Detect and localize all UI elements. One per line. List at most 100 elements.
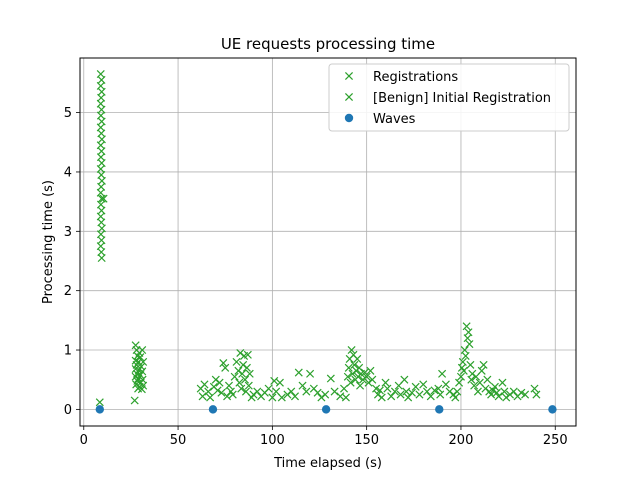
x-marker-stroke — [498, 378, 507, 387]
benign-initial-registration-point — [230, 372, 239, 381]
x-marker-stroke — [131, 356, 140, 365]
x-marker-stroke — [479, 360, 488, 369]
benign-initial-registration-point — [404, 393, 413, 402]
x-marker-stroke — [509, 387, 518, 396]
benign-initial-registration-point — [353, 354, 362, 363]
benign-initial-registration-point — [138, 346, 147, 355]
benign-initial-registration-point — [341, 393, 350, 402]
benign-initial-registration-point — [228, 390, 237, 399]
benign-initial-registration-point — [419, 380, 428, 389]
x-marker-stroke — [97, 147, 106, 156]
benign-initial-registration-point — [240, 375, 250, 384]
x-marker-stroke — [97, 105, 106, 114]
x-marker-stroke — [383, 384, 392, 393]
registrations-point — [95, 398, 104, 407]
benign-initial-registration-point — [473, 387, 482, 396]
x-marker-stroke — [344, 71, 354, 81]
x-marker-stroke — [456, 372, 465, 381]
x-marker-stroke — [243, 350, 252, 359]
x-marker-stroke — [459, 366, 468, 375]
benign-initial-registration-point — [532, 390, 541, 399]
benign-initial-registration-point — [490, 382, 499, 391]
benign-initial-registration-point — [268, 393, 277, 402]
x-tick-label: 200 — [449, 433, 474, 448]
benign-initial-registration-point — [244, 381, 253, 390]
benign-initial-registration-point — [223, 392, 232, 401]
benign-initial-registration-point — [344, 363, 353, 372]
benign-initial-registration-point — [356, 381, 365, 390]
benign-initial-registration-point — [298, 381, 307, 390]
x-marker-stroke — [219, 359, 228, 368]
x-marker-stroke — [532, 390, 541, 399]
benign-initial-registration-point — [137, 362, 146, 371]
x-marker-stroke — [272, 387, 281, 396]
x-marker-stroke — [134, 384, 143, 393]
x-marker-stroke — [463, 334, 472, 343]
x-marker-stroke — [464, 328, 473, 337]
x-marker-stroke — [294, 368, 303, 377]
benign-initial-registration-point — [264, 384, 273, 393]
benign-initial-registration-point — [198, 392, 207, 401]
x-marker-stroke — [453, 387, 462, 396]
x-marker-stroke — [232, 357, 241, 366]
x-marker-stroke — [326, 374, 335, 383]
x-marker-stroke — [457, 363, 466, 372]
benign-initial-registration-point — [350, 360, 359, 369]
x-tick-label: 50 — [170, 433, 187, 448]
axis-ticks: 0 50 100 150 200 250 0 1 2 3 4 5 — [64, 106, 568, 448]
x-marker-stroke — [131, 372, 140, 381]
benign-initial-registration-point — [219, 359, 228, 368]
x-marker-stroke — [302, 387, 311, 396]
benign-initial-registration-point — [131, 341, 140, 350]
x-marker-stroke — [138, 346, 147, 355]
benign-initial-registration-point — [139, 357, 148, 366]
benign-initial-registration-point — [426, 392, 435, 401]
x-marker-stroke — [134, 374, 143, 383]
x-marker-stroke — [228, 390, 237, 399]
benign-initial-registration-point — [294, 368, 303, 377]
x-marker-stroke — [242, 363, 251, 372]
x-tick-label: 100 — [260, 433, 285, 448]
benign-initial-registration-point — [422, 387, 432, 396]
x-marker-stroke — [490, 382, 499, 391]
benign-initial-registration-point — [99, 194, 108, 203]
x-marker-stroke — [487, 390, 496, 399]
x-marker-stroke — [238, 369, 247, 378]
x-tick-label: 150 — [354, 433, 379, 448]
benign-initial-registration-point — [326, 374, 335, 383]
benign-initial-registration-point — [375, 386, 384, 395]
x-marker-stroke — [97, 254, 106, 263]
x-marker-stroke — [130, 396, 139, 405]
benign-initial-registration-point — [434, 384, 443, 393]
benign-initial-registration-point — [470, 381, 479, 390]
data-points — [95, 70, 557, 414]
benign-initial-registration-point — [494, 392, 503, 401]
x-marker-stroke — [368, 375, 377, 384]
x-marker-stroke — [97, 93, 106, 102]
x-marker-stroke — [277, 393, 286, 402]
x-marker-stroke — [483, 375, 492, 384]
benign-initial-registration-point — [383, 384, 392, 393]
benign-initial-registration-point — [253, 387, 262, 396]
x-marker-stroke — [381, 378, 390, 387]
benign-initial-registration-point — [132, 380, 141, 389]
x-marker-stroke — [209, 382, 218, 391]
x-marker-stroke — [139, 357, 148, 366]
x-marker-stroke — [253, 387, 262, 396]
x-marker-stroke — [99, 194, 108, 203]
benign-initial-registration-point — [242, 363, 251, 372]
registrations-point — [130, 396, 139, 405]
x-marker-stroke — [362, 372, 371, 381]
x-marker-stroke — [353, 354, 362, 363]
benign-initial-registration-point — [217, 388, 226, 397]
benign-initial-registration-point — [458, 357, 467, 366]
x-marker-stroke — [321, 390, 330, 399]
y-tick-label: 3 — [64, 225, 72, 240]
x-marker-stroke — [275, 378, 284, 387]
benign-initial-registration-point — [213, 386, 222, 395]
x-marker-stroke — [350, 360, 359, 369]
x-marker-stroke — [330, 387, 339, 396]
x-marker-stroke — [137, 385, 146, 394]
y-tick-label: 4 — [64, 165, 72, 180]
benign-initial-registration-point — [243, 350, 252, 359]
